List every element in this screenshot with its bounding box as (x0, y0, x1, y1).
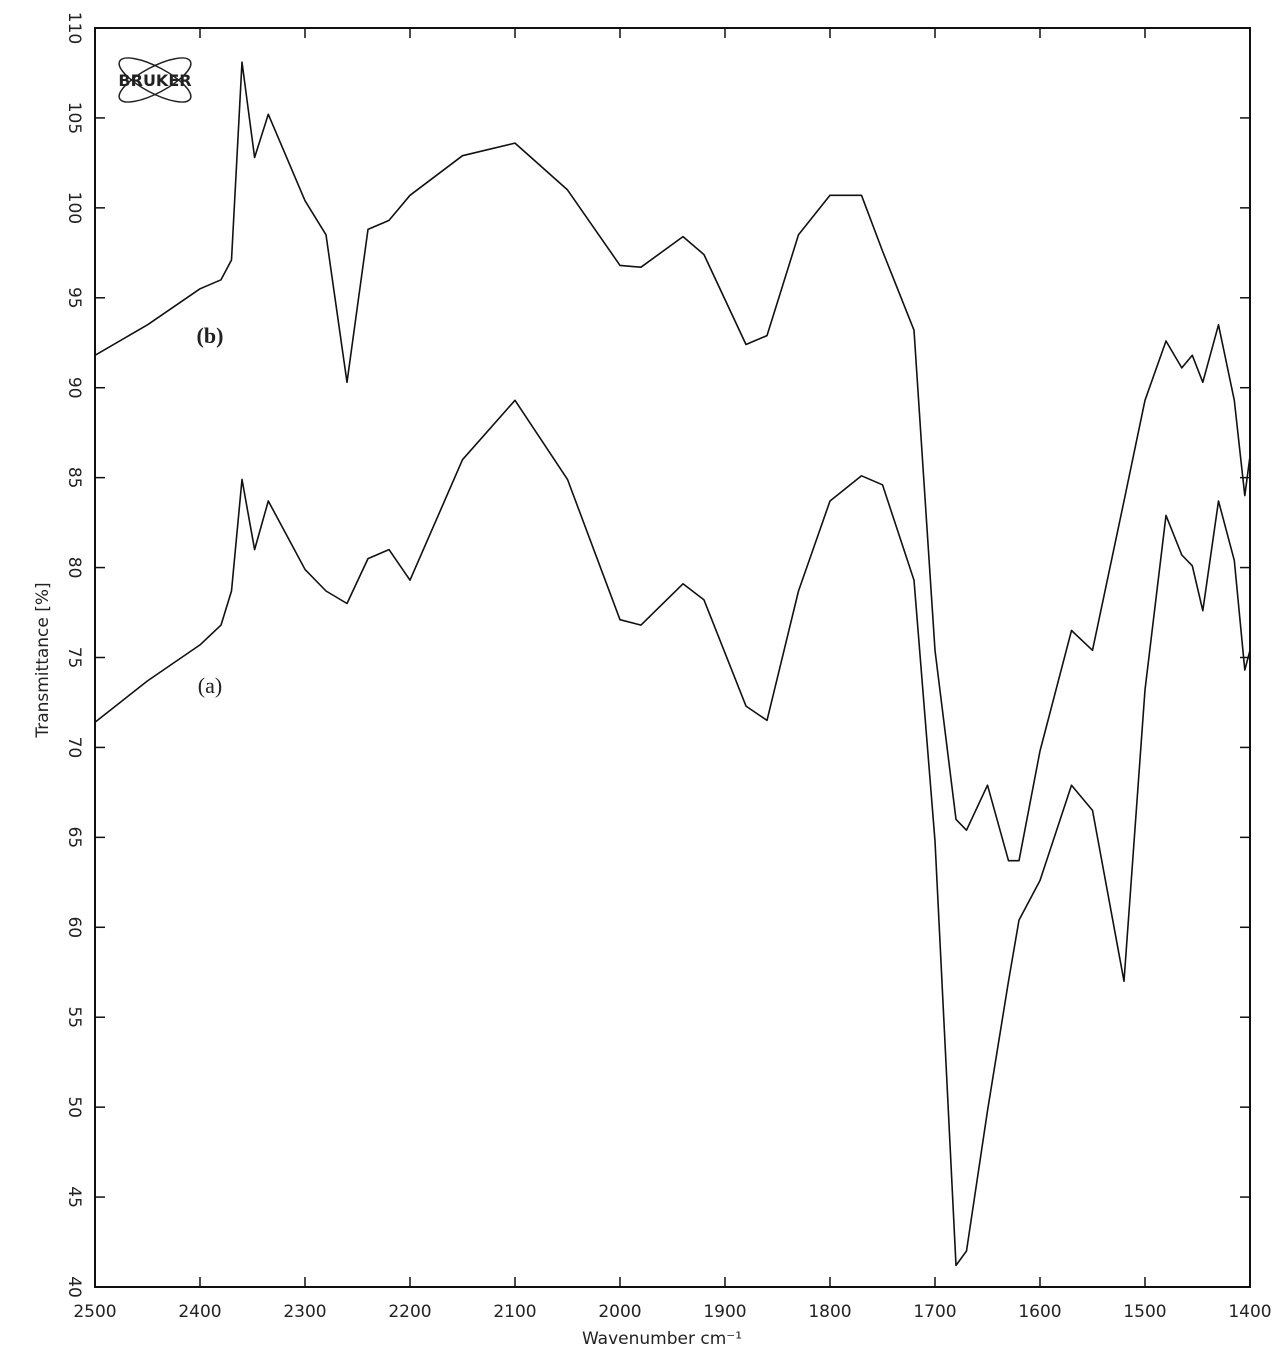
x-tick-label: 2300 (283, 1302, 326, 1322)
y-tick-label: 45 (64, 1186, 84, 1208)
y-tick-label: 50 (64, 1096, 84, 1118)
x-tick-label: 2100 (493, 1302, 536, 1322)
y-tick-label: 95 (64, 287, 84, 309)
y-tick-label: 60 (64, 916, 84, 938)
y-axis-title: Transmittance [%] (33, 582, 53, 738)
x-tick-label: 1500 (1123, 1302, 1166, 1322)
logo-text: BRUKER (118, 71, 191, 90)
logo: BRUKER (118, 57, 192, 103)
x-tick-label: 1600 (1018, 1302, 1061, 1322)
x-tick-label: 2000 (598, 1302, 641, 1322)
x-axis-title: Wavenumber cm⁻¹ (582, 1329, 742, 1349)
series-annotation: (a) (198, 673, 222, 698)
x-tick-label: 2400 (178, 1302, 221, 1322)
y-tick-label: 110 (64, 12, 84, 44)
y-tick-label: 85 (64, 467, 84, 489)
y-tick-label: 90 (64, 377, 84, 399)
x-tick-label: 2200 (388, 1302, 431, 1322)
y-tick-label: 70 (64, 737, 84, 759)
x-tick-label: 2500 (73, 1302, 116, 1322)
logo-orbit (118, 57, 192, 103)
x-tick-label: 1700 (913, 1302, 956, 1322)
spectrum-line (94, 399, 1251, 1267)
series-annotation: (b) (197, 323, 224, 348)
y-tick-label: 65 (64, 827, 84, 849)
y-tick-label: 40 (64, 1276, 84, 1298)
y-tick-label: 105 (64, 102, 84, 134)
spectrum-line (94, 61, 1251, 862)
y-tick-label: 75 (64, 647, 84, 669)
x-tick-label: 1400 (1228, 1302, 1271, 1322)
x-tick-label: 1900 (703, 1302, 746, 1322)
x-tick-label: 1800 (808, 1302, 851, 1322)
y-tick-label: 55 (64, 1006, 84, 1028)
logo-orbit (118, 57, 192, 103)
y-tick-label: 80 (64, 557, 84, 579)
plot-frame (94, 27, 1251, 1288)
y-tick-label: 100 (64, 192, 84, 224)
